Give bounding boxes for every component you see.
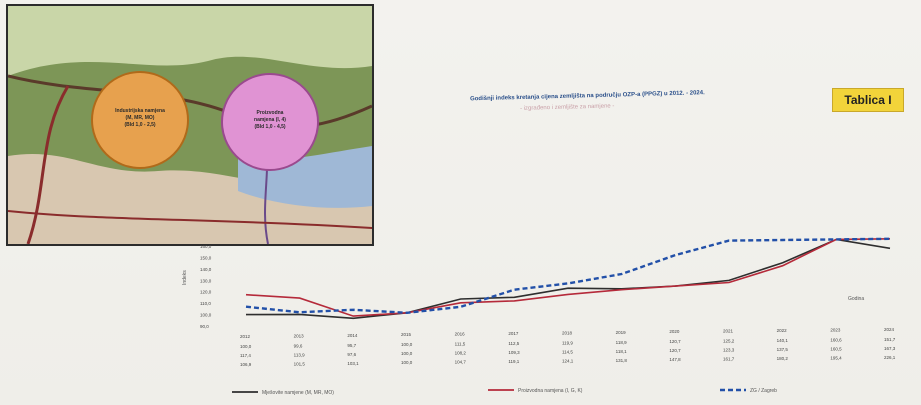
y-tick-label: 110,0 [200,301,211,306]
table-cell: 103,1 [347,361,359,366]
table-cell: 160,5 [830,346,842,351]
table-cell: 97,6 [347,352,356,357]
y-axis-label: Indeks [182,270,188,285]
x-tick-label: 2017 [508,331,519,336]
table-cell: 99,6 [294,343,303,348]
x-tick-label: 2015 [401,332,412,337]
table-cell: 109,3 [508,350,520,355]
legend-label: Proizvodna namjena (I, G, K) [518,388,583,394]
table-cell: 137,5 [777,347,789,352]
table-cell: 118,9 [616,340,627,345]
table-cell: 125,2 [723,339,735,344]
x-tick-label: 2016 [455,332,466,337]
y-tick-label: 160,0 [200,244,212,249]
x-tick-label: 2021 [723,329,734,334]
table-cell: 114,5 [562,349,573,354]
table-cell: 111,5 [455,342,466,347]
x-tick-label: 2023 [830,327,841,332]
table-cell: 118,1 [616,349,627,354]
zone-circle-production [221,73,319,171]
y-tick-label: 100,0 [200,313,212,318]
table-cell: 161,7 [723,357,735,362]
table-cell: 123,3 [723,348,735,353]
table-cell: 117,4 [240,353,251,358]
zone-circle-industrial [91,71,189,169]
x-tick-label: 2022 [777,328,788,333]
table-cell: 104,7 [455,360,467,365]
table-cell: 140,1 [777,338,789,343]
table-cell: 108,2 [455,351,467,356]
zone-label-industrial: Industrijska namjena (M, MR, MO) (Bld 1,… [115,108,165,128]
table-cell: 106,9 [240,362,252,367]
table-cell: 151,7 [884,337,896,342]
x-tick-label: 2012 [240,334,251,339]
x-tick-label: 2018 [562,330,573,335]
map-photo: Industrijska namjena (M, MR, MO) (Bld 1,… [6,4,374,246]
table-cell: 119,1 [508,359,519,364]
x-tick-label: 2013 [294,333,305,338]
table-cell: 113,9 [294,352,305,357]
table-cell: 167,3 [884,346,896,351]
table-cell: 100,0 [401,342,413,347]
y-tick-label: 90,0 [200,324,209,329]
map-illustration [8,6,372,244]
table-cell: 131,8 [616,358,628,363]
table-badge: Tablica I [832,88,904,112]
x-tick-label: 2014 [347,333,358,338]
table-cell: 100,0 [240,344,252,349]
legend-label: Mješovite namjene (M, MR, MO) [262,390,334,396]
zone-label-production: Proizvodna namjena (I, 4) (Bld 1,0 - 4,5… [254,110,286,130]
x-tick-label: 2019 [616,330,627,335]
x-tick-label: 2020 [669,329,680,334]
table-cell: 195,4 [830,355,842,360]
y-tick-label: 140,0 [200,267,212,272]
table-cell: 100,0 [401,360,413,365]
y-tick-label: 120,0 [200,290,212,295]
table-cell: 160,6 [830,337,842,342]
y-tick-label: 150,0 [200,255,212,260]
series-line-2 [245,237,891,315]
legend-label: ZG / Zagreb [750,388,777,394]
series-line-0 [245,238,891,320]
series-line-1 [245,238,891,317]
table-cell: 120,7 [669,348,681,353]
x-tick-label: 2024 [884,327,895,332]
table-cell: 180,2 [777,356,789,361]
table-cell: 120,7 [669,339,681,344]
table-cell: 112,5 [508,341,519,346]
table-cell: 226,1 [884,355,896,360]
table-cell: 124,1 [562,358,574,363]
table-cell: 100,0 [401,351,413,356]
y-tick-label: 130,0 [200,278,212,283]
table-cell: 119,9 [562,340,573,345]
table-cell: 95,7 [347,343,356,348]
godina-label: Godina [848,296,864,302]
table-cell: 101,5 [294,361,306,366]
table-cell: 147,8 [669,357,681,362]
